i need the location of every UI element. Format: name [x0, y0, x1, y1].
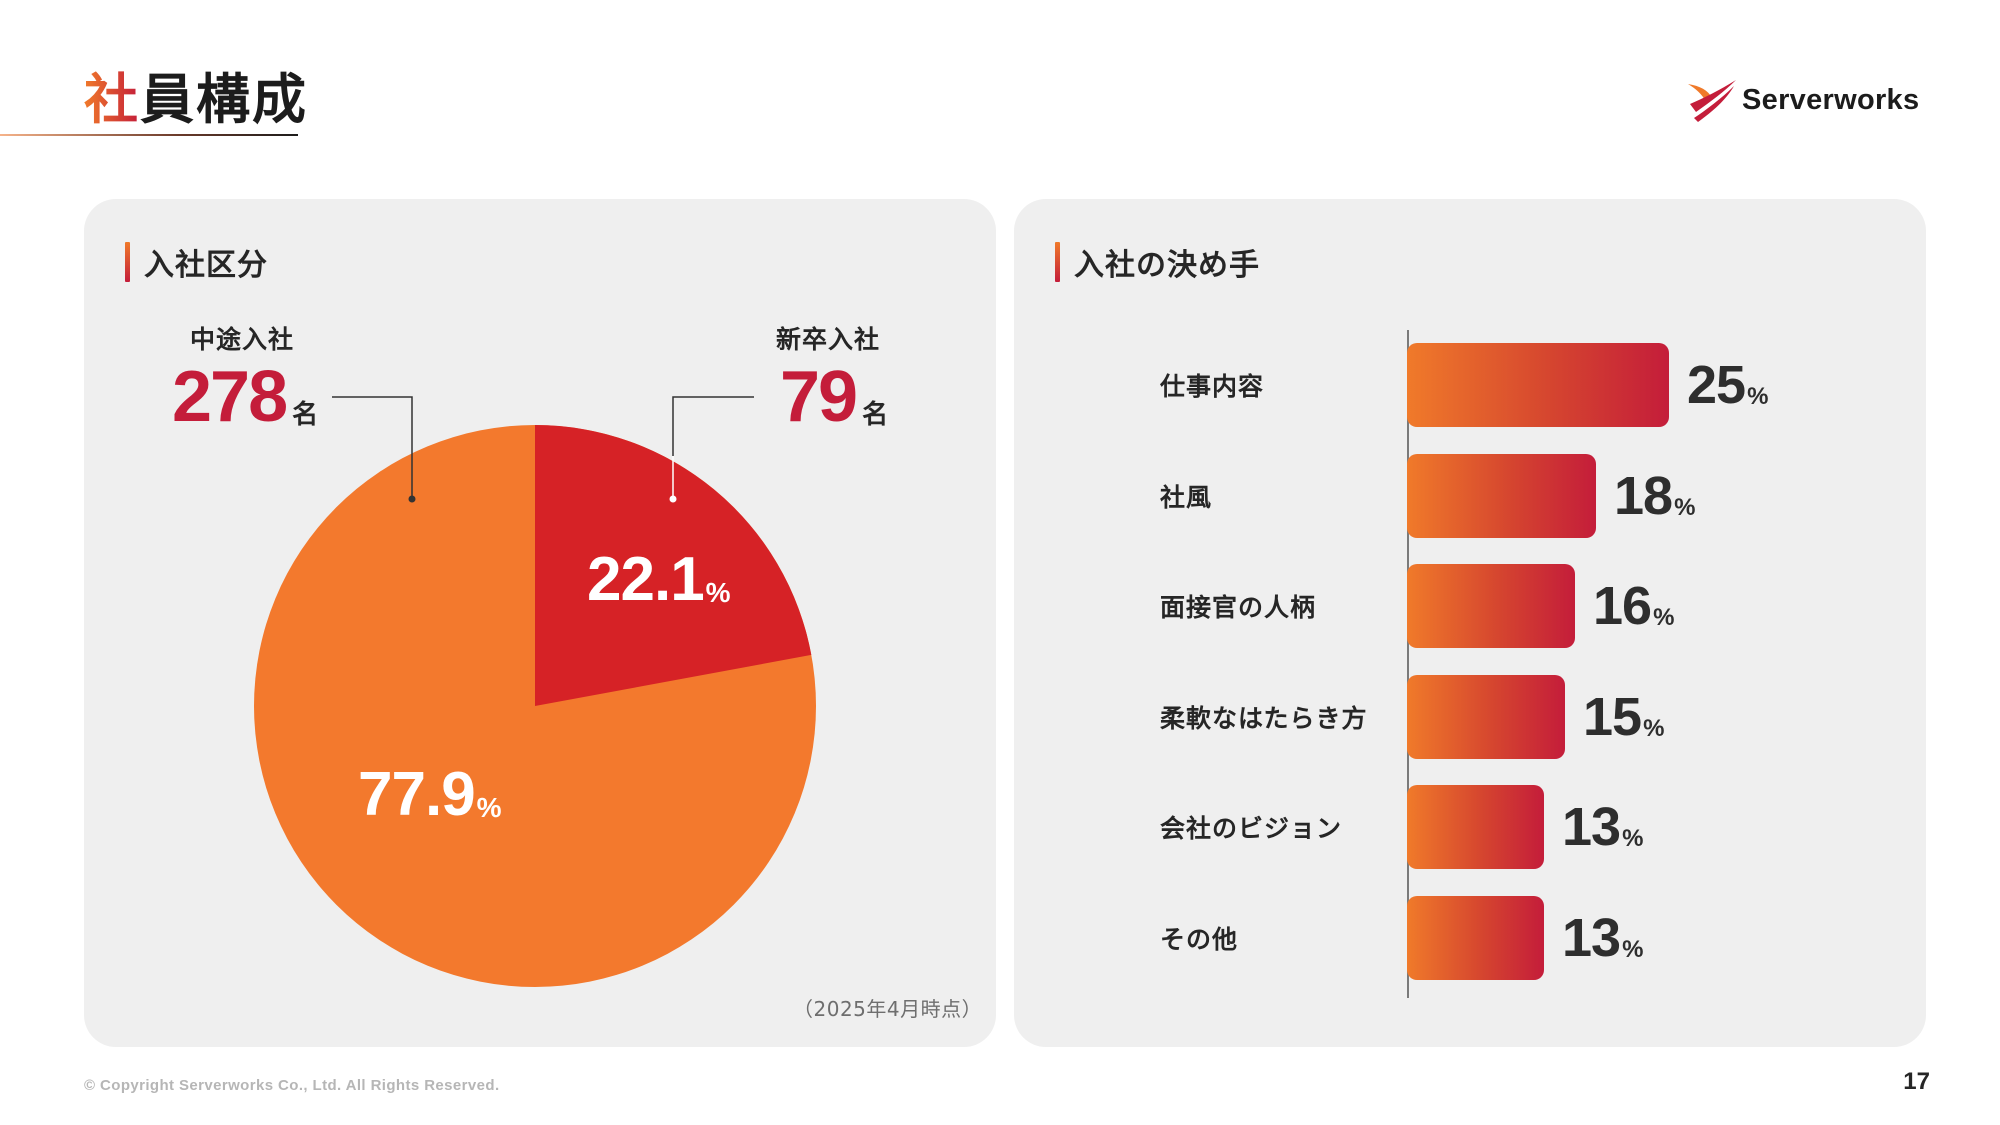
- new-grad-count: 79 名: [780, 357, 889, 437]
- bar-value: 15%: [1583, 687, 1665, 747]
- company-logo: Serverworks: [1686, 78, 1919, 122]
- bar-row: 仕事内容 25%: [1160, 343, 1920, 427]
- bar-fill: [1407, 564, 1575, 648]
- bar-value-number: 25: [1687, 355, 1746, 415]
- serverworks-swoosh-logo-icon: [1688, 80, 1736, 122]
- bar-fill: [1407, 343, 1669, 427]
- bar-value: 13%: [1562, 908, 1644, 968]
- bar-row: 会社のビジョン 13%: [1160, 785, 1920, 869]
- bar-value-number: 18: [1614, 466, 1673, 526]
- bar-value-pct: %: [1622, 825, 1644, 852]
- mid-career-percent-number: 77.9: [358, 760, 476, 829]
- bar-label: その他: [1160, 925, 1239, 954]
- copyright-notice: © Copyright Serverworks Co., Ltd. All Ri…: [84, 1077, 500, 1094]
- bar-fill: [1407, 896, 1544, 980]
- bar-fill: [1407, 785, 1544, 869]
- deciding-factors-card-title: 入社の決め手: [1055, 240, 1260, 284]
- page-number: 17: [1903, 1068, 1930, 1095]
- hire-type-title-text: 入社区分: [144, 248, 268, 283]
- bar-row: 社風 18%: [1160, 454, 1920, 538]
- bar-row: その他 13%: [1160, 896, 1920, 980]
- new-grad-count-unit: 名: [862, 400, 889, 430]
- bar-value-pct: %: [1622, 936, 1644, 963]
- as-of-date-note: （2025年4月時点）: [793, 997, 983, 1021]
- bar-fill: [1407, 454, 1596, 538]
- bar-label: 会社のビジョン: [1160, 814, 1343, 843]
- bar-value-pct: %: [1747, 383, 1769, 410]
- bar-label: 仕事内容: [1160, 372, 1265, 401]
- page-title-rest: 員構成: [140, 68, 308, 131]
- mid-career-count-number: 278: [172, 357, 288, 437]
- bar-value: 18%: [1614, 466, 1696, 526]
- bar-value: 16%: [1593, 576, 1675, 636]
- mid-career-percent-label: 77.9 %: [358, 760, 502, 829]
- mid-career-leader-line: [332, 396, 413, 499]
- bar-label: 社風: [1160, 483, 1213, 512]
- bar-fill: [1407, 675, 1565, 759]
- title-accent-bar: [125, 242, 130, 282]
- title-accent-bar: [1055, 242, 1060, 282]
- mid-career-leader-dot: [408, 495, 416, 503]
- new-grad-leader-dot: [669, 495, 677, 503]
- bar-value: 13%: [1562, 797, 1644, 857]
- new-grad-label: 新卒入社: [776, 325, 881, 354]
- hire-type-card-title: 入社区分: [125, 240, 268, 284]
- new-grad-count-number: 79: [780, 357, 858, 437]
- bar-row: 柔軟なはたらき方 15%: [1160, 675, 1920, 759]
- bar-value-number: 13: [1562, 908, 1621, 968]
- bar-value-number: 15: [1583, 687, 1642, 747]
- logo-text: Serverworks: [1742, 84, 1920, 116]
- bar-row: 面接官の人柄 16%: [1160, 564, 1920, 648]
- bar-value-number: 13: [1562, 797, 1621, 857]
- bar-label: 面接官の人柄: [1160, 593, 1317, 622]
- mid-career-count-unit: 名: [292, 400, 319, 430]
- bar-value-pct: %: [1653, 604, 1675, 631]
- pie-slice-new-grad: [535, 425, 812, 706]
- new-grad-percent-number: 22.1: [587, 545, 705, 614]
- new-grad-percent-label: 22.1 %: [587, 545, 731, 614]
- mid-career-count: 278 名: [172, 357, 319, 437]
- page-title-accent-char: 社: [84, 68, 140, 131]
- bar-value-pct: %: [1643, 715, 1665, 742]
- bar-value-pct: %: [1674, 494, 1696, 521]
- mid-career-percent-sign: %: [476, 792, 502, 823]
- bar-label: 柔軟なはたらき方: [1160, 704, 1368, 733]
- title-underline: [0, 134, 298, 136]
- bar-value: 25%: [1687, 355, 1769, 415]
- bar-value-number: 16: [1593, 576, 1652, 636]
- deciding-factors-title-text: 入社の決め手: [1074, 248, 1260, 283]
- bar-chart-axis: [1407, 330, 1409, 998]
- page-title: 社員構成: [84, 66, 308, 134]
- mid-career-label: 中途入社: [190, 325, 295, 354]
- new-grad-leader-line: [672, 396, 754, 456]
- new-grad-percent-sign: %: [705, 577, 731, 608]
